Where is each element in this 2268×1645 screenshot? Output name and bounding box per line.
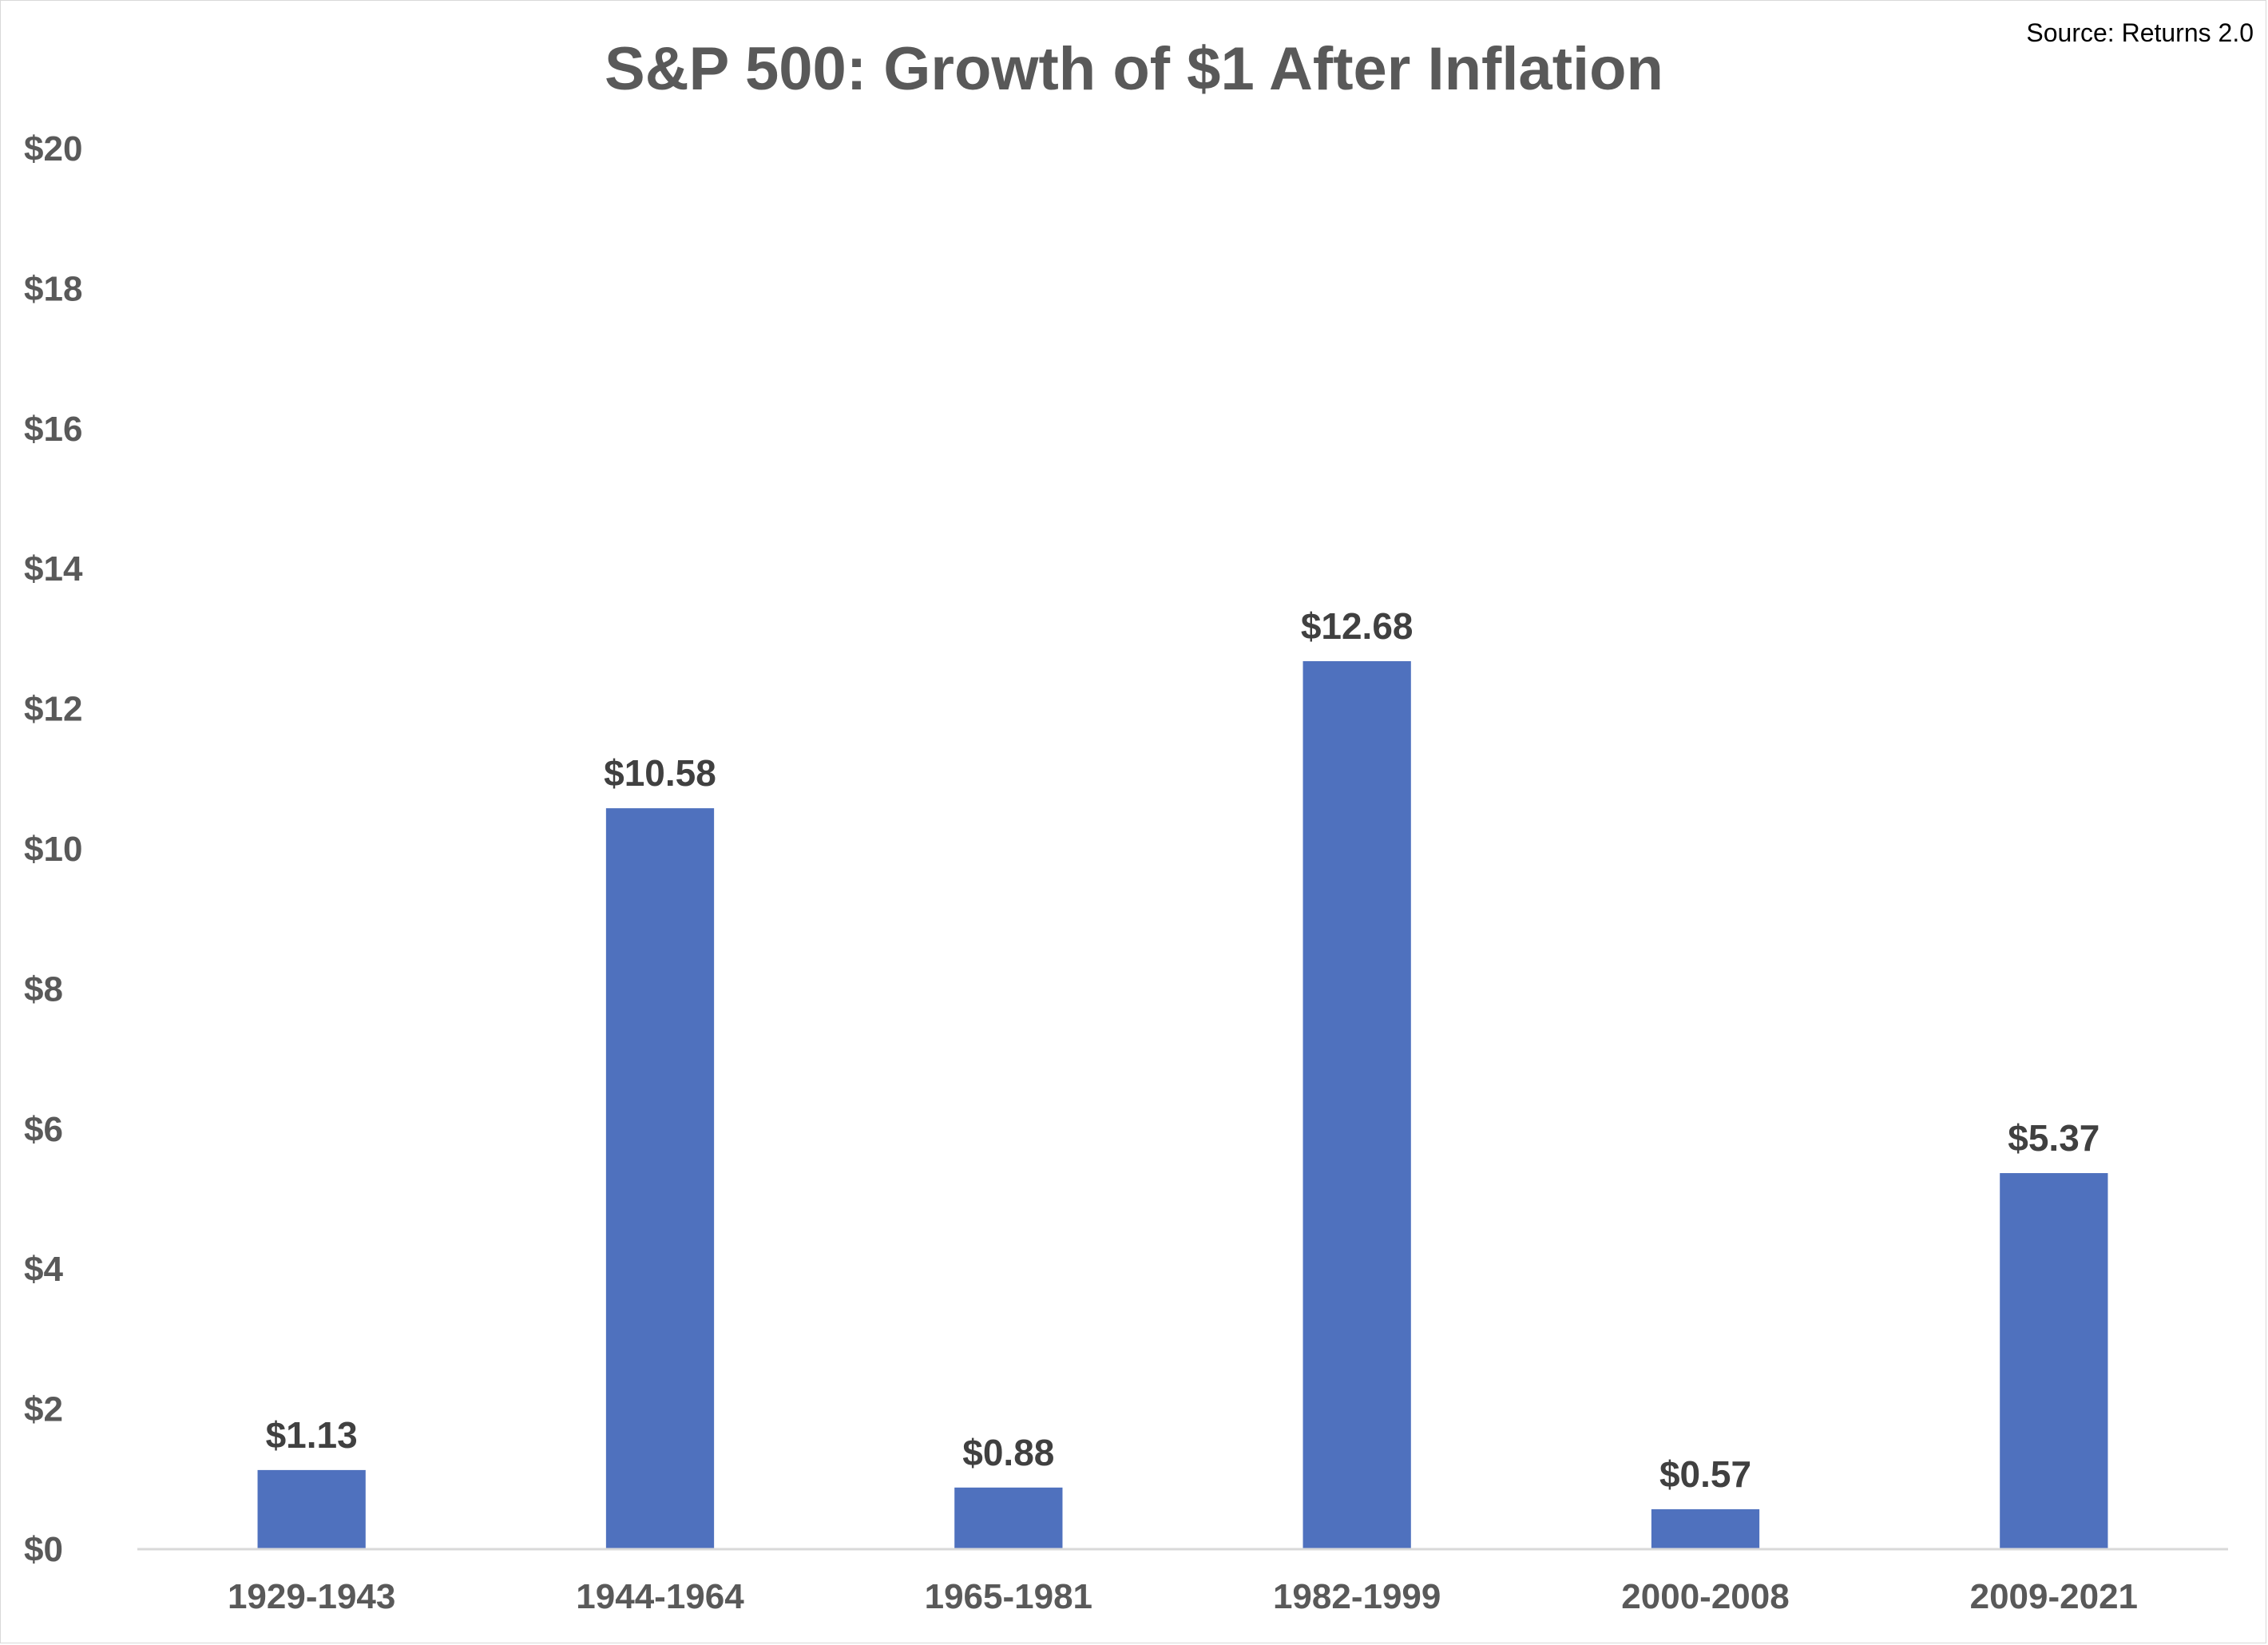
data-label: $12.68: [1301, 605, 1414, 647]
y-tick-label: $4: [24, 1250, 63, 1289]
data-label: $1.13: [266, 1414, 358, 1456]
bar-2009-2021: [2000, 1173, 2108, 1549]
y-tick-label: $8: [24, 969, 63, 1009]
x-tick-label: 2000-2008: [1621, 1577, 1789, 1616]
source-note: Source: Returns 2.0: [2026, 18, 2254, 47]
bar-2000-2008: [1651, 1509, 1760, 1549]
y-tick-label: $12: [24, 690, 82, 729]
y-tick-label: $10: [24, 830, 82, 869]
y-tick-label: $14: [24, 549, 83, 589]
y-tick-label: $6: [24, 1110, 63, 1149]
bar-1944-1964: [605, 808, 715, 1549]
x-tick-label: 2009-2021: [1970, 1577, 2138, 1616]
data-label: $10.58: [604, 752, 716, 794]
y-tick-label: $16: [24, 410, 82, 449]
data-label: $0.88: [962, 1432, 1054, 1473]
x-tick-label: 1929-1943: [228, 1577, 395, 1616]
bar-series: [257, 660, 2108, 1549]
y-tick-label: $18: [24, 269, 82, 308]
data-label: $0.57: [1659, 1453, 1751, 1495]
chart-title: S&P 500: Growth of $1 After Inflation: [605, 35, 1663, 103]
data-label: $5.37: [2008, 1117, 2099, 1159]
x-tick-label: 1944-1964: [576, 1577, 744, 1616]
bar-1982-1999: [1303, 660, 1411, 1549]
y-tick-label: $2: [24, 1390, 63, 1429]
x-tick-label: 1965-1981: [925, 1577, 1092, 1616]
y-axis: $0 $2 $4 $6 $8 $10 $12 $14 $16 $18 $20: [24, 129, 83, 1569]
bar-1929-1943: [257, 1469, 366, 1549]
x-axis: 1929-1943 1944-1964 1965-1981 1982-1999 2000…: [228, 1577, 2138, 1616]
y-tick-label: $0: [24, 1530, 63, 1569]
data-labels: $1.13 $10.58 $0.88 $12.68 $0.57 $5.37: [266, 605, 2100, 1495]
x-tick-label: 1982-1999: [1273, 1577, 1441, 1616]
bar-1965-1981: [954, 1487, 1063, 1549]
y-tick-label: $20: [24, 129, 82, 168]
